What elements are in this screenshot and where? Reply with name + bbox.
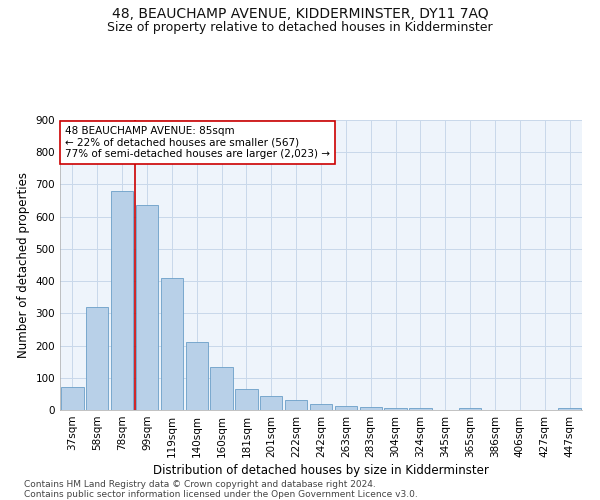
Bar — [111, 191, 133, 410]
Y-axis label: Number of detached properties: Number of detached properties — [17, 172, 30, 358]
Text: Size of property relative to detached houses in Kidderminster: Size of property relative to detached ho… — [107, 21, 493, 34]
Text: 48 BEAUCHAMP AVENUE: 85sqm
← 22% of detached houses are smaller (567)
77% of sem: 48 BEAUCHAMP AVENUE: 85sqm ← 22% of deta… — [65, 126, 330, 159]
Bar — [211, 366, 233, 410]
Text: 48, BEAUCHAMP AVENUE, KIDDERMINSTER, DY11 7AQ: 48, BEAUCHAMP AVENUE, KIDDERMINSTER, DY1… — [112, 8, 488, 22]
Bar — [260, 396, 283, 410]
Bar — [136, 206, 158, 410]
Bar — [335, 406, 357, 410]
Bar — [359, 408, 382, 410]
Bar — [185, 342, 208, 410]
Text: Contains HM Land Registry data © Crown copyright and database right 2024.
Contai: Contains HM Land Registry data © Crown c… — [24, 480, 418, 499]
Bar — [310, 404, 332, 410]
Bar — [285, 400, 307, 410]
Bar — [459, 408, 481, 410]
Bar — [61, 388, 83, 410]
Bar — [86, 307, 109, 410]
Bar — [385, 408, 407, 410]
Bar — [235, 389, 257, 410]
Bar — [161, 278, 183, 410]
Bar — [559, 408, 581, 410]
X-axis label: Distribution of detached houses by size in Kidderminster: Distribution of detached houses by size … — [153, 464, 489, 477]
Bar — [409, 408, 431, 410]
